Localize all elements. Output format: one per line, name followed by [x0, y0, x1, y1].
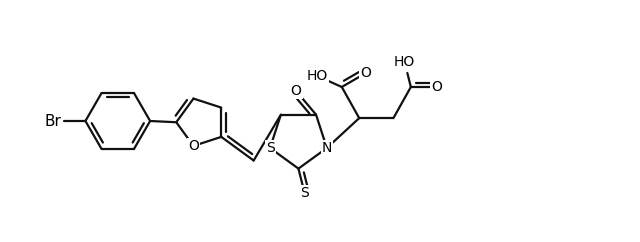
Text: O: O — [188, 139, 199, 153]
Text: O: O — [431, 80, 442, 94]
Text: O: O — [360, 66, 371, 80]
Text: N: N — [322, 141, 332, 155]
Text: O: O — [291, 84, 301, 98]
Text: HO: HO — [307, 69, 328, 83]
Text: S: S — [266, 141, 275, 155]
Text: HO: HO — [394, 55, 415, 69]
Text: S: S — [300, 187, 309, 200]
Text: Br: Br — [45, 113, 61, 129]
